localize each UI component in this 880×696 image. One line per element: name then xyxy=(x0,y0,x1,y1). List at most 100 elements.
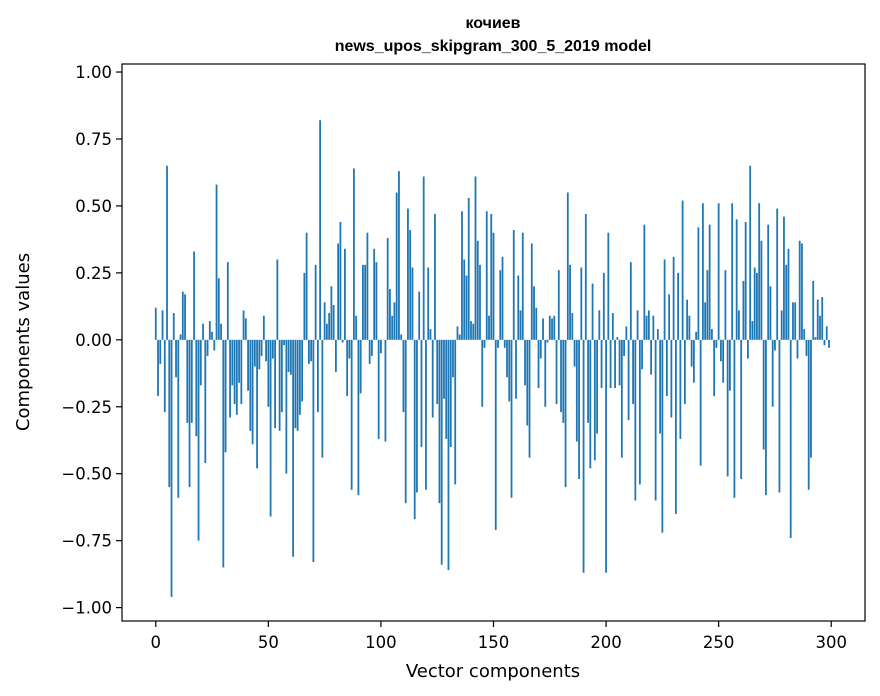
bar xyxy=(319,120,322,340)
bar xyxy=(249,339,252,431)
bar xyxy=(240,339,243,405)
bar xyxy=(828,339,830,348)
bar xyxy=(429,329,432,340)
bar xyxy=(449,339,452,447)
bar xyxy=(294,339,297,429)
bar xyxy=(683,339,686,405)
bar xyxy=(461,211,463,340)
bar xyxy=(233,339,236,405)
bar xyxy=(632,339,634,405)
bar xyxy=(812,280,815,340)
bar xyxy=(260,339,263,356)
bar xyxy=(258,339,261,370)
bar xyxy=(172,313,175,340)
bar xyxy=(544,339,547,407)
bar xyxy=(823,339,826,346)
bar xyxy=(521,232,524,340)
bar xyxy=(211,331,213,340)
bar xyxy=(271,339,274,359)
bar xyxy=(611,313,614,340)
bar xyxy=(744,222,747,340)
bar xyxy=(530,243,533,340)
bar xyxy=(177,339,180,498)
bar-series xyxy=(154,120,830,597)
bar xyxy=(508,339,511,402)
bar xyxy=(668,294,671,340)
bar xyxy=(454,339,457,485)
bar xyxy=(274,339,276,429)
bar xyxy=(431,339,434,418)
bar xyxy=(807,339,810,490)
bar xyxy=(166,165,168,340)
bar xyxy=(427,267,430,340)
bar xyxy=(564,339,567,488)
bar xyxy=(434,213,436,340)
bar xyxy=(402,339,405,413)
bar xyxy=(825,326,828,340)
bar xyxy=(305,232,308,340)
bar xyxy=(560,339,562,413)
bar xyxy=(267,339,270,407)
bar xyxy=(416,339,418,493)
bar xyxy=(310,339,313,362)
bar xyxy=(672,256,675,340)
bar xyxy=(224,339,227,453)
bar xyxy=(375,262,378,340)
bar xyxy=(571,313,574,340)
bar xyxy=(515,339,517,399)
bar xyxy=(398,171,400,340)
bar xyxy=(780,310,783,340)
plot-frame xyxy=(121,63,866,622)
bar xyxy=(479,264,481,340)
bar xyxy=(472,323,475,340)
bar xyxy=(269,339,272,517)
bar xyxy=(602,272,605,340)
bar xyxy=(688,315,691,340)
bar xyxy=(220,323,222,340)
bar xyxy=(589,339,592,469)
bar xyxy=(600,339,603,389)
bar xyxy=(760,240,763,340)
bar xyxy=(436,339,439,405)
bar xyxy=(287,339,290,372)
bar xyxy=(407,208,409,340)
bar xyxy=(787,248,790,340)
bar xyxy=(776,208,779,340)
bar xyxy=(262,315,265,340)
y-tick-label: −1.00 xyxy=(61,599,112,618)
bar xyxy=(686,299,689,340)
bar xyxy=(386,238,389,340)
bar xyxy=(805,339,808,356)
bar xyxy=(231,339,234,386)
bar xyxy=(188,339,191,488)
bar xyxy=(497,339,499,348)
y-tick-label: −0.50 xyxy=(61,465,112,484)
bar xyxy=(217,278,220,340)
bar xyxy=(819,315,821,340)
bar xyxy=(643,224,646,340)
bar xyxy=(353,168,355,340)
bar xyxy=(551,318,553,340)
bar xyxy=(747,339,749,359)
bar xyxy=(792,302,794,340)
bar xyxy=(674,339,677,514)
bar xyxy=(722,339,725,383)
bar xyxy=(690,339,693,367)
bar xyxy=(650,339,653,375)
bar xyxy=(256,339,258,469)
bar xyxy=(814,337,817,340)
y-tick-label: 0.00 xyxy=(75,331,112,350)
bar xyxy=(681,200,684,340)
bar xyxy=(636,310,639,340)
bar xyxy=(695,331,698,340)
bar xyxy=(474,176,477,340)
bar xyxy=(389,288,391,340)
bar xyxy=(720,339,722,362)
x-tick-label: 300 xyxy=(815,633,847,652)
bar xyxy=(647,310,650,340)
bar xyxy=(364,264,367,340)
bar xyxy=(569,264,571,340)
bar xyxy=(154,307,157,340)
bar xyxy=(458,334,461,340)
bar xyxy=(778,339,781,493)
